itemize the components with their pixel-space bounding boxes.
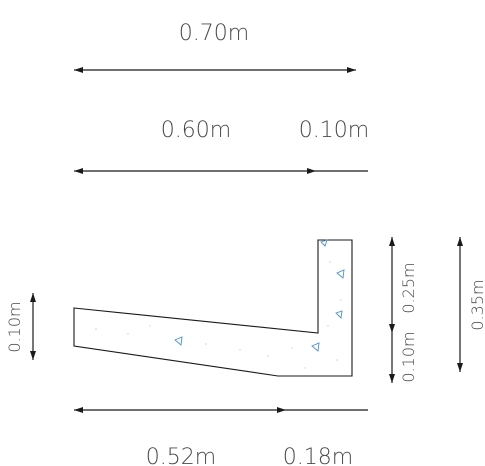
- dim-right-upper-label: 0.25m: [399, 262, 418, 313]
- dim-bottom-left-label: 0.52m: [146, 445, 216, 466]
- aggregate-triangle: [174, 336, 183, 346]
- section-outline: [73, 239, 353, 377]
- dim-left-thickness-label: 0.10m: [5, 301, 24, 352]
- dim-total-width-label: 0.70m: [179, 21, 249, 46]
- dim-slab-width-label: 0.60m: [161, 118, 231, 143]
- dim-wall-thickness-label: 0.10m: [299, 118, 369, 143]
- aggregate-triangle: [335, 310, 343, 319]
- concrete-texture: [95, 261, 342, 369]
- aggregate-triangle: [336, 269, 345, 279]
- dim-total-height-label: 0.35m: [468, 279, 485, 330]
- aggregate-triangle: [311, 342, 320, 352]
- dim-bottom-right-label: 0.18m: [283, 445, 353, 466]
- aggregate-triangle: [320, 239, 328, 247]
- dim-right-lower-label: 0.10m: [399, 331, 418, 382]
- aggregate-symbols: [174, 239, 345, 352]
